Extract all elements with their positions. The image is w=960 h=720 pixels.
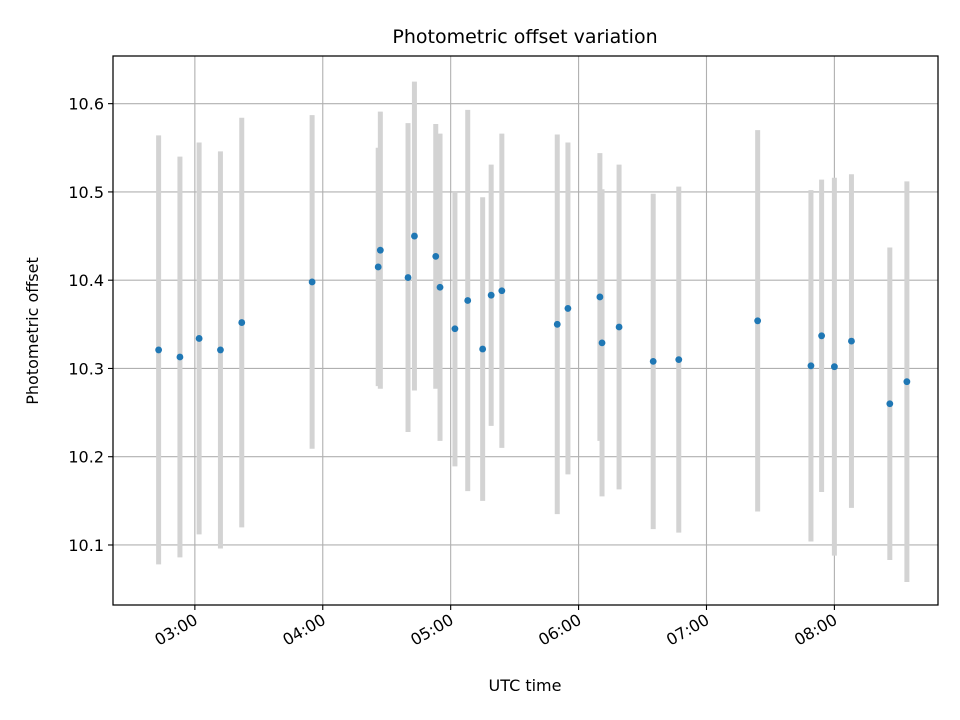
- data-point: [155, 346, 163, 354]
- data-points: [155, 232, 911, 408]
- data-point: [564, 305, 572, 312]
- y-tick-label: 10.1: [68, 536, 104, 555]
- data-point: [195, 335, 203, 342]
- data-point: [848, 337, 855, 345]
- data-point: [807, 362, 815, 370]
- data-point: [830, 363, 838, 371]
- y-tick-label: 10.2: [68, 448, 104, 467]
- data-point: [903, 378, 911, 386]
- data-point: [411, 232, 418, 240]
- data-point: [886, 400, 894, 408]
- data-point: [436, 283, 444, 291]
- data-point: [374, 263, 382, 271]
- data-point: [308, 278, 316, 286]
- y-tick-label: 10.3: [68, 359, 104, 378]
- data-point: [675, 356, 683, 364]
- data-point: [598, 339, 606, 347]
- y-axis: 10.1 10.2 10.3 10.4 10.5 10.6: [68, 95, 113, 555]
- chart-title: Photometric offset variation: [392, 26, 657, 48]
- data-point: [615, 323, 623, 331]
- data-point: [553, 320, 561, 328]
- data-point: [464, 297, 472, 304]
- data-point: [818, 332, 826, 340]
- data-point: [376, 246, 384, 254]
- data-point: [498, 287, 506, 295]
- data-point: [432, 252, 440, 260]
- plot-frame: [112, 55, 939, 606]
- data-point: [404, 274, 412, 281]
- x-axis-label: UTC time: [489, 676, 562, 695]
- y-tick-label: 10.4: [68, 271, 104, 290]
- y-tick-label: 10.6: [68, 95, 104, 114]
- data-point: [479, 345, 487, 353]
- data-point: [754, 317, 762, 325]
- data-point: [487, 291, 495, 299]
- data-point: [176, 353, 184, 361]
- y-tick-label: 10.5: [68, 183, 104, 202]
- data-point: [451, 325, 459, 333]
- data-point: [238, 319, 246, 326]
- data-point: [217, 346, 224, 354]
- y-axis-label: Photometric offset: [23, 257, 42, 405]
- data-point: [649, 357, 657, 365]
- data-point: [596, 293, 604, 301]
